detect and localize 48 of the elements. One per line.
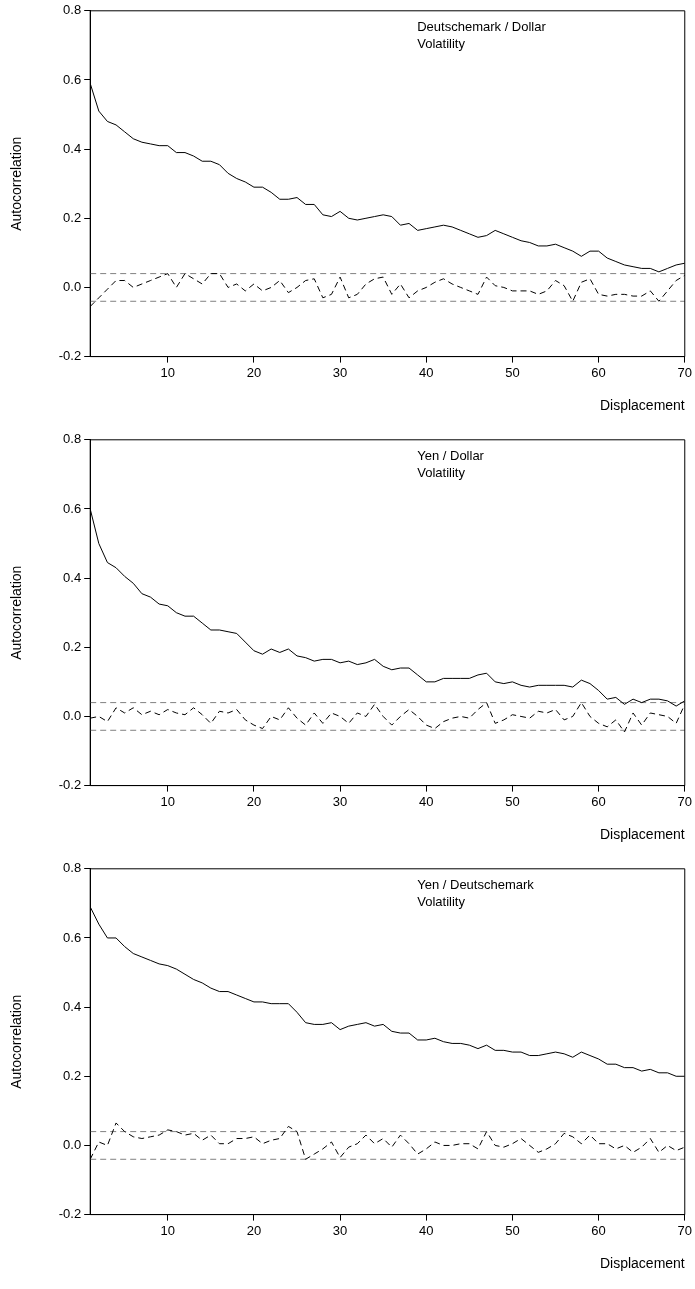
x-tick-label: 60 — [591, 1222, 606, 1238]
x-tick-label: 40 — [419, 364, 434, 380]
x-tick-label: 20 — [246, 793, 262, 809]
x-tick-label: 40 — [419, 1222, 434, 1238]
x-tick-label: 10 — [160, 364, 175, 380]
y-axis-title: Autocorrelation — [8, 565, 25, 660]
x-tick-label: 70 — [677, 1222, 692, 1238]
x-tick-label: 20 — [246, 1222, 262, 1238]
x-tick-label: 70 — [677, 793, 692, 809]
y-tick-label: 0.6 — [63, 71, 82, 87]
y-tick-label: 0.4 — [63, 140, 82, 156]
x-tick-label: 10 — [160, 793, 175, 809]
x-tick-label: 50 — [505, 364, 520, 380]
x-tick-label: 30 — [332, 364, 348, 380]
y-tick-label: 0.6 — [63, 500, 82, 516]
x-axis-title: Displacement — [599, 1255, 685, 1272]
x-tick-label: 20 — [246, 364, 262, 380]
y-tick-label: 0.4 — [63, 569, 82, 585]
y-tick-label: 0.2 — [63, 209, 82, 225]
x-tick-label: 70 — [677, 364, 692, 380]
y-tick-label: 0.0 — [63, 279, 82, 295]
y-tick-label: 0.8 — [63, 860, 82, 876]
y-tick-label: 0.8 — [63, 431, 82, 447]
annotation: Yen / Dollar Volatility — [417, 447, 485, 480]
x-tick-label: 10 — [160, 1222, 175, 1238]
y-tick-label: 0.0 — [63, 708, 82, 724]
x-axis-title: Displacement — [599, 397, 685, 414]
y-tick-label: 0.0 — [63, 1137, 82, 1153]
y-axis-title: Autocorrelation — [8, 994, 25, 1089]
y-tick-label: -0.2 — [58, 348, 82, 364]
y-tick-label: 0.2 — [63, 638, 82, 654]
x-tick-label: 60 — [591, 364, 606, 380]
x-tick-label: 60 — [591, 793, 606, 809]
y-tick-label: 0.4 — [63, 998, 82, 1014]
annotation: Yen / Deutschemark Volatility — [417, 876, 535, 909]
x-tick-label: 30 — [332, 1222, 348, 1238]
y-tick-label: -0.2 — [58, 1206, 82, 1222]
x-tick-label: 30 — [332, 793, 348, 809]
y-tick-label: 0.8 — [63, 2, 82, 18]
y-axis-title: Autocorrelation — [8, 136, 25, 231]
x-tick-label: 40 — [419, 793, 434, 809]
y-tick-label: 0.2 — [63, 1067, 82, 1083]
x-axis-title: Displacement — [599, 826, 685, 843]
y-tick-label: 0.6 — [63, 929, 82, 945]
y-tick-label: -0.2 — [58, 777, 82, 793]
x-tick-label: 50 — [505, 1222, 520, 1238]
annotation: Deutschemark / Dollar Volatility — [417, 18, 547, 51]
x-tick-label: 50 — [505, 793, 520, 809]
